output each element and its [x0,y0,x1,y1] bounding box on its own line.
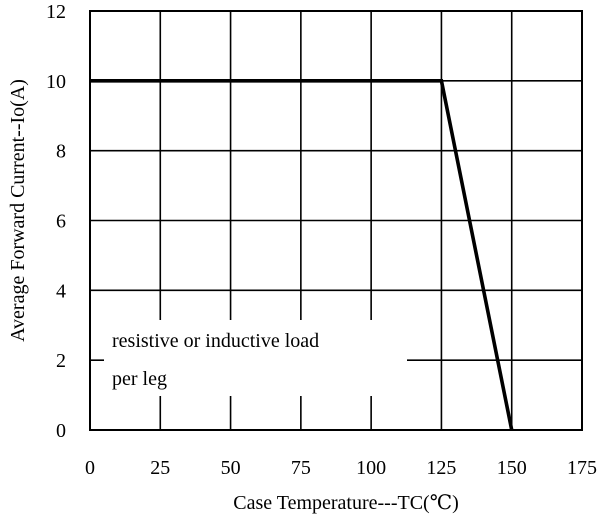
y-axis-title: Average Forward Current--Io(A) [7,79,29,342]
annotation-background [104,320,407,396]
y-tick-label: 8 [56,141,66,163]
series-line [90,79,514,431]
annotation-line-1: resistive or inductive load [112,330,319,352]
y-tick-label: 10 [46,71,66,93]
annotation-line-2: per leg [112,368,167,390]
x-tick-label: 175 [567,457,597,479]
y-tick-label: 0 [56,420,66,442]
x-tick-labels: 0 25 50 75 100 125 150 175 [85,457,597,479]
series-layer [90,79,514,431]
plot-frame [89,10,583,431]
x-tick-label: 0 [85,457,95,479]
y-tick-label: 2 [56,350,66,372]
x-tick-label: 125 [426,457,456,479]
x-axis-title: Case Temperature---TC(℃) [233,492,459,514]
y-tick-labels: 0 2 4 6 8 10 12 [46,1,66,442]
x-tick-label: 25 [150,457,170,479]
x-tick-label: 75 [291,457,311,479]
x-tick-label: 150 [497,457,527,479]
x-tick-label: 50 [221,457,241,479]
y-tick-label: 12 [46,1,66,23]
y-tick-label: 6 [56,211,66,233]
y-tick-label: 4 [56,280,66,302]
x-tick-label: 100 [356,457,386,479]
